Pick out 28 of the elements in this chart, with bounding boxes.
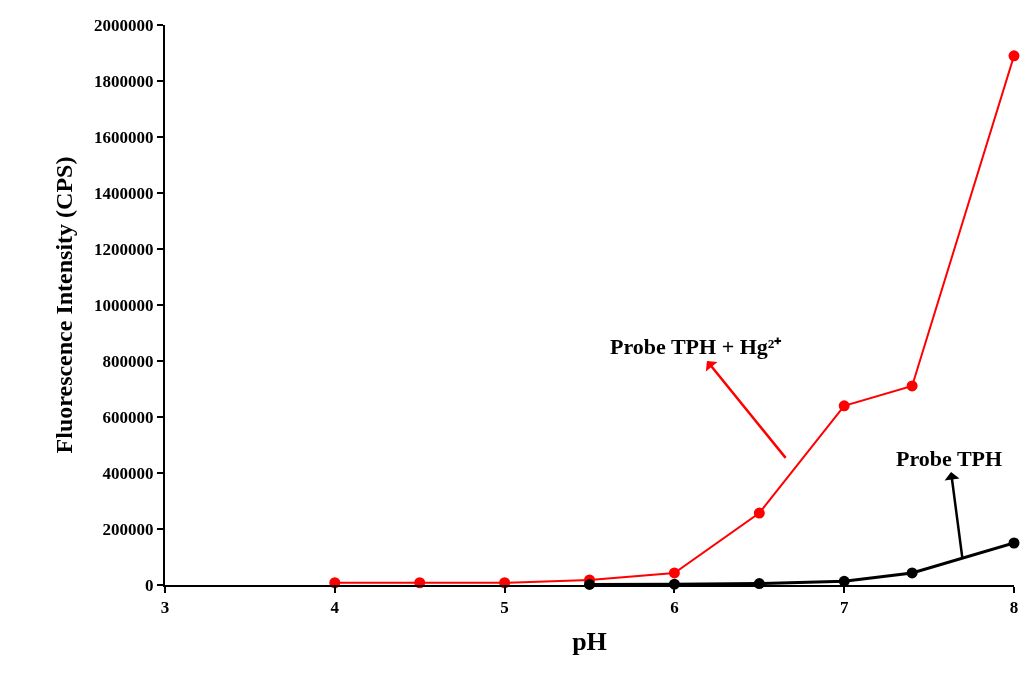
point <box>906 380 918 392</box>
y-axis-title: Fluorescence Intensity (CPS) <box>50 156 77 454</box>
y-tick-label: 1400000 <box>94 183 154 203</box>
x-axis-title: pH <box>572 626 607 656</box>
y-tick-label: 1600000 <box>94 127 154 147</box>
x-tick-label: 6 <box>670 598 679 618</box>
y-tick-label: 400000 <box>102 463 154 483</box>
x-tick-label: 4 <box>330 598 340 618</box>
x-tick-label: 5 <box>500 598 509 618</box>
point <box>1008 537 1020 549</box>
x-tick-label: 8 <box>1009 598 1019 618</box>
point <box>906 567 918 579</box>
y-tick-label: 200000 <box>102 519 154 539</box>
x-tick-label: 7 <box>839 598 849 618</box>
y-tick-label: 1800000 <box>94 71 154 91</box>
y-tick-label: 1000000 <box>94 295 154 315</box>
point <box>838 400 850 412</box>
point <box>753 507 765 519</box>
annotation: Probe TPH <box>896 446 1003 471</box>
y-tick-label: 0 <box>145 575 154 595</box>
point <box>1008 50 1020 62</box>
y-tick-label: 600000 <box>102 407 154 427</box>
y-tick-label: 2000000 <box>94 15 154 35</box>
x-tick-label: 3 <box>160 598 170 618</box>
y-tick-label: 800000 <box>102 351 154 371</box>
annotation: Probe TPH + Hg²⁺ <box>610 334 783 359</box>
point <box>668 567 680 579</box>
y-tick-label: 1200000 <box>94 239 154 259</box>
